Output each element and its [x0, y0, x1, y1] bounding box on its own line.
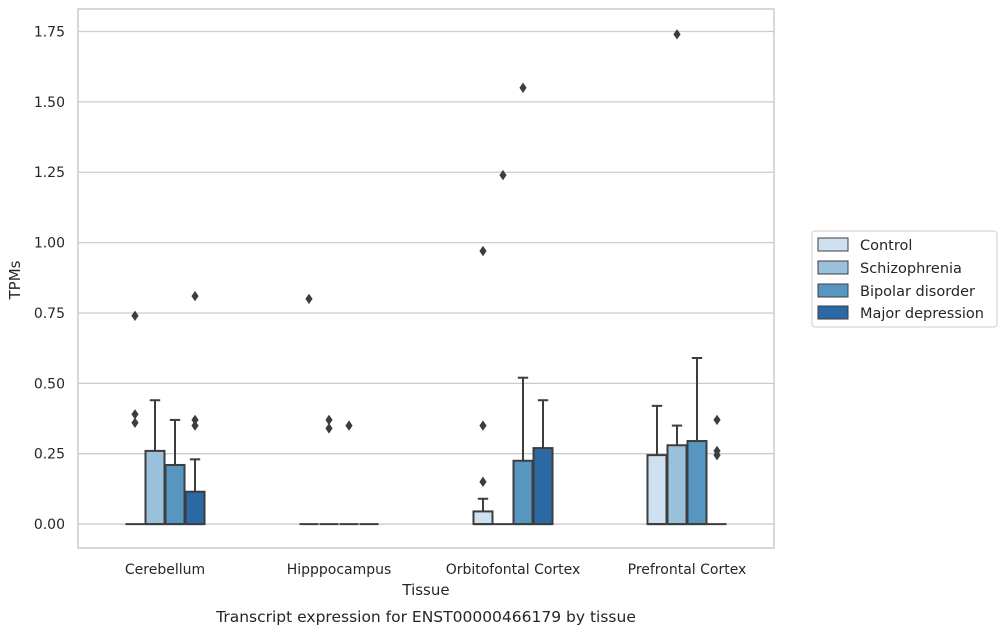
- x-tick-label: Prefrontal Cortex: [628, 562, 747, 578]
- box-bipolar-disorder: [164, 418, 186, 526]
- legend-swatch-major-depression: [817, 305, 849, 320]
- y-axis-title: TPMs: [6, 260, 24, 300]
- box-bipolar-disorder: [512, 376, 534, 526]
- x-tick-label: Cerebellum: [125, 562, 205, 578]
- outliers-layer: [131, 29, 721, 488]
- legend-label-schizophrenia: Schizophrenia: [860, 261, 962, 277]
- box-control: [472, 497, 494, 526]
- legend: Control Schizophrenia Bipolar disorder M…: [811, 230, 998, 328]
- legend-entry-control: Control: [817, 237, 912, 254]
- box-body: [144, 449, 166, 526]
- box-body: [686, 440, 708, 526]
- box-control: [646, 404, 668, 526]
- outlier-point: [713, 445, 721, 457]
- legend-entry-schizophrenia: Schizophrenia: [817, 260, 962, 277]
- box-schizophrenia: [666, 424, 688, 526]
- y-axis-ticks: 0.00 0.25 0.50 0.75 1.00 1.25 1.50 1.75: [34, 25, 65, 534]
- legend-entry-major-depression: Major depression: [817, 305, 984, 322]
- y-tick-label: 0.50: [34, 376, 65, 392]
- plot-frame: [77, 8, 775, 549]
- legend-label-major-depression: Major depression: [860, 306, 984, 322]
- box-body: [646, 454, 668, 526]
- outlier-point: [325, 414, 333, 426]
- x-axis-ticks: Cerebellum Hipppocampus Orbitofontal Corte…: [125, 562, 746, 578]
- x-axis-title: Tissue: [401, 581, 449, 599]
- outlier-point: [131, 310, 139, 321]
- grid-layer: [78, 30, 774, 525]
- outlier-point: [345, 420, 353, 431]
- outlier-point: [499, 169, 507, 181]
- box-body: [184, 490, 206, 526]
- y-tick-label: 1.50: [34, 95, 65, 111]
- x-tick-label: Orbitofontal Cortex: [446, 562, 581, 578]
- y-tick-label: 0.75: [34, 306, 65, 322]
- box-body: [532, 447, 554, 526]
- boxes-layer: [125, 357, 727, 526]
- outlier-point: [131, 417, 139, 428]
- box-major-depression: [532, 399, 554, 526]
- outlier-point: [673, 29, 681, 40]
- outlier-point: [191, 290, 199, 302]
- outlier-point: [325, 423, 333, 434]
- box-body: [472, 510, 494, 526]
- y-tick-label: 1.00: [34, 236, 65, 252]
- legend-swatch-bipolar-disorder: [817, 283, 849, 298]
- y-tick-label: 1.75: [34, 25, 65, 41]
- outlier-point: [479, 245, 487, 257]
- outlier-point: [479, 476, 487, 488]
- legend-label-bipolar-disorder: Bipolar disorder: [860, 284, 975, 300]
- outlier-point: [479, 420, 487, 431]
- box-bipolar-disorder: [686, 357, 708, 526]
- outlier-point: [305, 293, 313, 305]
- box-schizophrenia: [144, 399, 166, 526]
- y-tick-label: 0.00: [34, 517, 65, 533]
- outlier-point: [519, 82, 527, 94]
- outlier-point: [713, 414, 721, 426]
- legend-swatch-schizophrenia: [817, 260, 849, 275]
- legend-swatch-control: [817, 237, 849, 252]
- outlier-point: [191, 420, 199, 431]
- legend-entry-bipolar-disorder: Bipolar disorder: [817, 283, 975, 300]
- legend-label-control: Control: [860, 238, 912, 254]
- y-tick-label: 1.25: [34, 165, 65, 181]
- outlier-point: [131, 409, 139, 420]
- legend-frame: [811, 230, 998, 328]
- outlier-point: [191, 414, 199, 426]
- box-body: [666, 444, 688, 526]
- x-tick-label: Hipppocampus: [287, 562, 392, 578]
- y-tick-label: 0.25: [34, 447, 65, 463]
- box-major-depression: [184, 458, 206, 526]
- plot-border: [77, 8, 775, 549]
- box-body: [512, 459, 534, 526]
- box-body: [164, 463, 186, 526]
- chart-caption: Transcript expression for ENST0000046617…: [215, 608, 636, 626]
